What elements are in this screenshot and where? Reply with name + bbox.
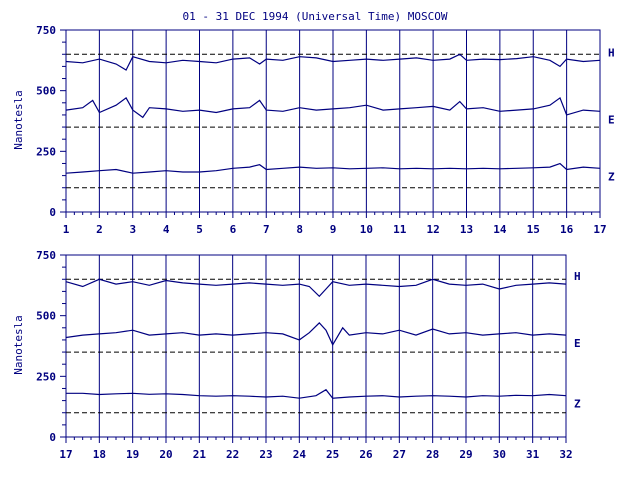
panel1-x-tick-label: 10	[360, 223, 373, 236]
panel2-x-tick-label: 22	[226, 448, 239, 461]
panel1-y-tick-label: 0	[49, 206, 56, 219]
panel2-plot: 0 250 500 750 17 18 19 20 21 22 23 24 25 26 27 28 29 30 31…	[36, 249, 581, 461]
panel2-x-tick-label: 29	[459, 448, 472, 461]
panel2-x-tick-label: 18	[93, 448, 106, 461]
panel1-series-label-h: H	[608, 46, 615, 59]
panel2-x-tick-label: 17	[59, 448, 72, 461]
panel1-x-tick-label: 15	[527, 223, 540, 236]
panel2-x-tick-label: 24	[293, 448, 307, 461]
panel1-x-tick-label: 17	[593, 223, 606, 236]
panel1-x-tick-label: 11	[393, 223, 407, 236]
panel2-x-tick-label: 31	[526, 448, 540, 461]
panel2-y-axis-label: Nanotesla	[12, 315, 25, 375]
panel1-series-label-z: Z	[608, 170, 615, 183]
panel1-x-tick-label: 16	[560, 223, 574, 236]
panel1-x-tick-label: 3	[129, 223, 136, 236]
panel1-y-tick-label: 750	[36, 24, 56, 37]
panel2-y-tick-label: 250	[36, 370, 56, 383]
panel2-x-tick-label: 20	[159, 448, 172, 461]
panel1-x-tick-label: 13	[460, 223, 473, 236]
panel1-x-tick-label: 1	[63, 223, 70, 236]
panel2-series-line-h	[65, 278, 567, 298]
panel1-series-line-e	[65, 96, 601, 119]
chart-title: 01 - 31 DEC 1994 (Universal Time) MOSCOW	[183, 10, 448, 23]
panel2-x-tick-label: 21	[193, 448, 207, 461]
panel2-x-tick-label: 19	[126, 448, 139, 461]
panel2-series-line-z	[66, 388, 567, 399]
panel1-x-tick-label: 4	[163, 223, 170, 236]
panel1-x-tick-label: 7	[263, 223, 270, 236]
panel1-x-tick-label: 5	[196, 223, 203, 236]
panel2-x-tick-label: 28	[426, 448, 439, 461]
panel2-x-tick-label: 32	[559, 448, 572, 461]
panel2-series-label-h: H	[574, 270, 581, 283]
panel1-x-tick-label: 12	[427, 223, 440, 236]
panel2-series-label-e: E	[574, 337, 581, 350]
panel1-x-tick-label: 6	[230, 223, 237, 236]
panel2-y-tick-label: 500	[36, 310, 56, 323]
panel2-y-tick-label: 750	[36, 249, 56, 262]
panel1-x-tick-label: 9	[330, 223, 337, 236]
panel1-x-tick-label: 8	[296, 223, 303, 236]
panel1-x-tick-label: 2	[96, 223, 103, 236]
panel1-y-tick-label: 250	[36, 145, 56, 158]
panel1-y-tick-label: 500	[36, 85, 56, 98]
panel2-y-tick-label: 0	[49, 431, 56, 444]
panel1-series-line-h	[65, 53, 601, 71]
panel2-series-line-e	[65, 322, 567, 347]
panel2-x-tick-label: 23	[259, 448, 272, 461]
panel1-series-label-e: E	[608, 113, 615, 126]
panel2-frame	[65, 254, 567, 438]
panel2-series-label-z: Z	[574, 398, 581, 411]
panel2-x-tick-label: 30	[493, 448, 506, 461]
panel2-x-tick-label: 27	[393, 448, 406, 461]
panel2-x-tick-label: 25	[326, 448, 339, 461]
panel2-x-tick-label: 26	[359, 448, 373, 461]
panel1-series-line-z	[65, 162, 601, 174]
panel1-x-tick-label: 14	[493, 223, 507, 236]
panel1-y-axis-label: Nanotesla	[12, 90, 25, 150]
